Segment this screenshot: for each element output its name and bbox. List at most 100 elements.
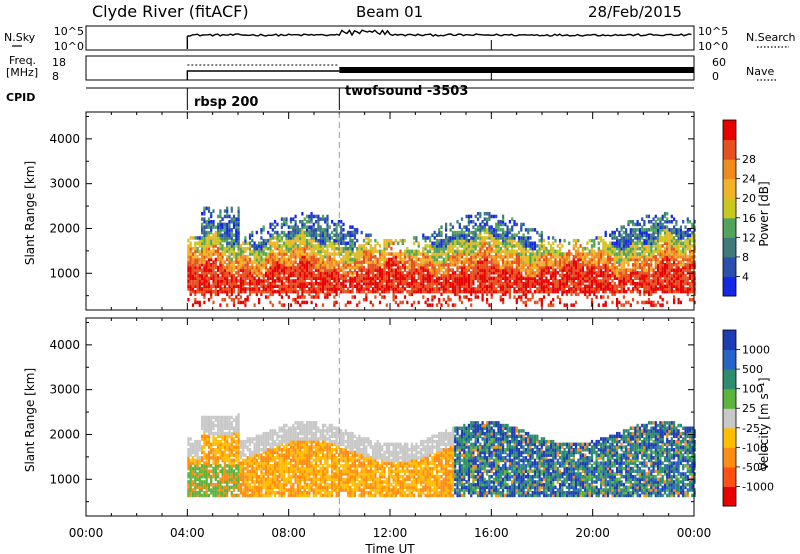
power-cell (219, 212, 222, 216)
power-cell (684, 238, 687, 243)
power-cell (285, 271, 288, 275)
power-cell (481, 292, 484, 297)
power-cell (360, 252, 363, 256)
power-cell (517, 241, 521, 245)
power-cell (417, 265, 420, 270)
power-cell (253, 265, 256, 270)
power-cell (232, 298, 236, 302)
power-cell (577, 257, 580, 262)
power-cell (362, 260, 366, 264)
power-cell (693, 279, 696, 283)
power-cell (618, 279, 621, 283)
power-cell (280, 284, 283, 288)
power-cell (549, 271, 553, 275)
power-cell (492, 249, 496, 254)
power-cell (205, 276, 208, 280)
power-cell (410, 284, 413, 288)
power-cell (686, 244, 689, 248)
power-cell (374, 249, 377, 254)
power-cell (474, 257, 477, 262)
power-cell (691, 265, 694, 270)
power-cell (625, 300, 628, 305)
power-cell (203, 244, 206, 248)
power-cell (588, 289, 591, 294)
power-cell (629, 252, 632, 256)
power-cell (191, 279, 195, 283)
power-cell (620, 289, 623, 294)
power-cell (595, 276, 598, 280)
power-cell (365, 298, 368, 302)
power-cell (650, 273, 653, 278)
power-cell (520, 249, 523, 254)
power-cell (661, 279, 664, 283)
power-cell (346, 257, 350, 262)
power-cell (406, 281, 409, 286)
power-cell (682, 236, 685, 240)
power-cell (353, 263, 356, 267)
power-cell (479, 289, 482, 294)
power-cell (196, 279, 199, 283)
power-cell (625, 289, 628, 294)
power-cell (278, 252, 281, 256)
power-cell (620, 276, 623, 280)
power-cell (650, 257, 653, 262)
power-cell (201, 238, 204, 243)
power-cell (271, 292, 274, 297)
power-cell (301, 292, 304, 297)
power-cell (189, 279, 192, 283)
power-cell (486, 263, 489, 267)
power-cell (556, 260, 559, 264)
power-cell (360, 289, 363, 294)
power-cell (292, 225, 295, 229)
power-cell (353, 230, 356, 235)
power-cell (301, 257, 304, 262)
power-cell (581, 252, 584, 256)
power-cell (374, 273, 377, 278)
power-cell (634, 244, 637, 248)
power-cell (445, 271, 448, 275)
power-cell (556, 249, 559, 254)
power-cell (296, 271, 299, 275)
power-cell (675, 249, 678, 254)
power-cell (572, 279, 575, 283)
power-cell (431, 271, 434, 275)
power-cell (476, 260, 480, 264)
power-cell (271, 271, 274, 275)
power-cell (299, 268, 302, 272)
power-cell (419, 287, 423, 291)
power-cell (577, 246, 580, 251)
power-cell (504, 260, 507, 264)
power-cell (205, 206, 208, 211)
power-cell (545, 252, 548, 256)
power-cell (221, 238, 224, 243)
power-cell (451, 236, 454, 240)
power-cell (620, 279, 623, 283)
power-cell (378, 255, 382, 259)
power-cell (415, 289, 418, 294)
power-cell (476, 295, 480, 299)
nsearch-label: N.Search (746, 31, 796, 44)
power-cell (406, 249, 409, 254)
power-cell (650, 249, 653, 254)
power-cell (531, 263, 534, 267)
power-cell (454, 284, 457, 288)
power-cell (230, 279, 233, 283)
power-cell (508, 244, 511, 248)
power-cell (616, 252, 619, 256)
power-cell (367, 287, 370, 291)
power-cell (502, 268, 505, 272)
power-cell (299, 236, 302, 240)
power-cell (465, 246, 468, 251)
power-cell (198, 249, 201, 254)
power-cell (552, 289, 555, 294)
power-cell (232, 281, 236, 286)
power-cell (248, 271, 252, 275)
power-cell (442, 279, 445, 283)
power-cell (565, 289, 568, 294)
power-cell (207, 249, 211, 254)
power-cell (613, 287, 616, 291)
power-cell (315, 252, 318, 256)
power-cell (189, 236, 192, 240)
velocity-cell (194, 482, 197, 487)
power-cell (467, 263, 470, 267)
